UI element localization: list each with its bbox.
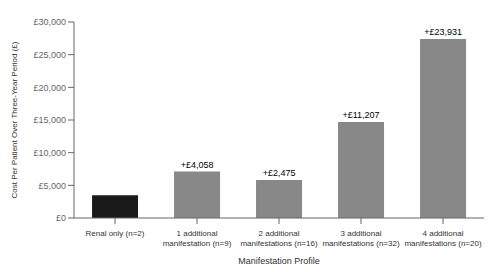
svg-text:£5,000: £5,000 <box>38 181 66 191</box>
svg-text:Cost Per Patient Over Three-Ye: Cost Per Patient Over Three-Year Period … <box>10 41 19 198</box>
svg-text:£10,000: £10,000 <box>33 148 66 158</box>
svg-text:+£11,207: +£11,207 <box>342 110 379 120</box>
svg-text:2 additionalmanifestations (n=: 2 additionalmanifestations (n=16) <box>240 229 317 247</box>
svg-text:3 additionalmanifestations (n=: 3 additionalmanifestations (n=32) <box>322 229 399 247</box>
svg-text:+£2,475: +£2,475 <box>263 168 296 178</box>
svg-text:Manifestation Profile: Manifestation Profile <box>238 256 320 264</box>
svg-text:£0: £0 <box>56 213 66 223</box>
svg-text:£20,000: £20,000 <box>33 83 66 93</box>
svg-text:4 additionalmanifestations (n=: 4 additionalmanifestations (n=20) <box>404 229 481 247</box>
svg-text:+£4,058: +£4,058 <box>181 160 214 170</box>
svg-text:1 additionalmanifestation (n=9: 1 additionalmanifestation (n=9) <box>163 229 232 247</box>
svg-text:£15,000: £15,000 <box>33 115 66 125</box>
svg-text:+£23,931: +£23,931 <box>424 27 462 37</box>
svg-text:£30,000: £30,000 <box>33 17 66 27</box>
svg-text:Renal only (n=2): Renal only (n=2) <box>86 229 145 238</box>
svg-text:£25,000: £25,000 <box>33 50 66 60</box>
